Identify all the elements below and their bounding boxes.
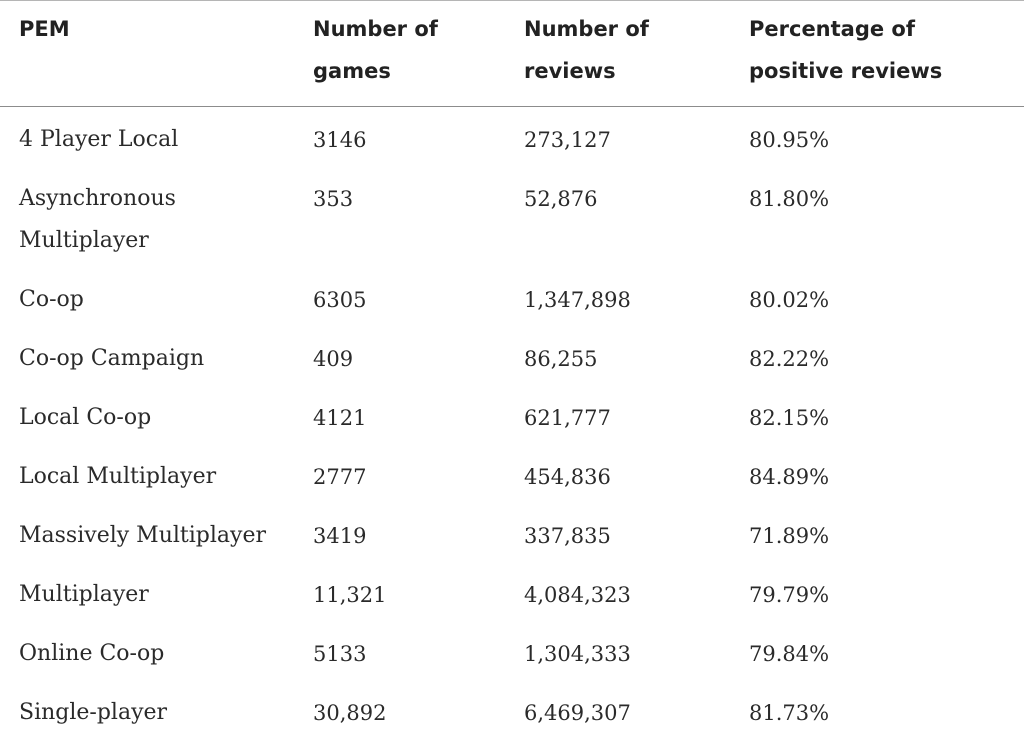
cell-number-of-games: 409 <box>294 330 505 389</box>
cell-number-of-reviews: 86,255 <box>505 330 730 389</box>
cell-percentage-positive: 71.89% <box>730 507 1024 566</box>
cell-number-of-reviews: 6,469,307 <box>505 684 730 743</box>
table-row: Co-op 6305 1,347,898 80.02% <box>0 271 1024 330</box>
cell-pem: Massively Multiplayer <box>0 507 294 566</box>
cell-number-of-games: 3419 <box>294 507 505 566</box>
table-body: 4 Player Local 3146 273,127 80.95% Async… <box>0 107 1024 743</box>
table-row: Multiplayer 11,321 4,084,323 79.79% <box>0 566 1024 625</box>
cell-percentage-positive: 81.73% <box>730 684 1024 743</box>
cell-percentage-positive: 80.02% <box>730 271 1024 330</box>
cell-number-of-reviews: 273,127 <box>505 107 730 171</box>
cell-percentage-positive: 79.84% <box>730 625 1024 684</box>
cell-number-of-reviews: 52,876 <box>505 170 730 271</box>
cell-number-of-reviews: 621,777 <box>505 389 730 448</box>
cell-number-of-games: 5133 <box>294 625 505 684</box>
table-header: PEM Number of games Number of reviews Pe… <box>0 1 1024 107</box>
header-pem: PEM <box>0 1 294 107</box>
cell-pem: Online Co-op <box>0 625 294 684</box>
cell-percentage-positive: 80.95% <box>730 107 1024 171</box>
cell-pem: Single-player <box>0 684 294 743</box>
header-percentage-positive: Percentage of positive reviews <box>730 1 1024 107</box>
cell-number-of-games: 2777 <box>294 448 505 507</box>
cell-number-of-reviews: 1,347,898 <box>505 271 730 330</box>
table-row: 4 Player Local 3146 273,127 80.95% <box>0 107 1024 171</box>
cell-number-of-reviews: 454,836 <box>505 448 730 507</box>
header-row: PEM Number of games Number of reviews Pe… <box>0 1 1024 107</box>
cell-number-of-games: 30,892 <box>294 684 505 743</box>
cell-pem: Multiplayer <box>0 566 294 625</box>
cell-number-of-games: 353 <box>294 170 505 271</box>
table-row: Local Co-op 4121 621,777 82.15% <box>0 389 1024 448</box>
table-row: Co-op Campaign 409 86,255 82.22% <box>0 330 1024 389</box>
cell-percentage-positive: 81.80% <box>730 170 1024 271</box>
table-row: Massively Multiplayer 3419 337,835 71.89… <box>0 507 1024 566</box>
cell-pem: Co-op Campaign <box>0 330 294 389</box>
header-number-of-reviews: Number of reviews <box>505 1 730 107</box>
cell-pem: 4 Player Local <box>0 107 294 171</box>
cell-pem: Local Multiplayer <box>0 448 294 507</box>
cell-percentage-positive: 82.15% <box>730 389 1024 448</box>
table-row: Asynchronous Multiplayer 353 52,876 81.8… <box>0 170 1024 271</box>
cell-pem: Asynchronous Multiplayer <box>0 170 294 271</box>
cell-number-of-reviews: 1,304,333 <box>505 625 730 684</box>
cell-number-of-games: 4121 <box>294 389 505 448</box>
table-row: Online Co-op 5133 1,304,333 79.84% <box>0 625 1024 684</box>
cell-number-of-reviews: 4,084,323 <box>505 566 730 625</box>
cell-pem: Co-op <box>0 271 294 330</box>
table-row: Single-player 30,892 6,469,307 81.73% <box>0 684 1024 743</box>
cell-number-of-reviews: 337,835 <box>505 507 730 566</box>
table-row: Local Multiplayer 2777 454,836 84.89% <box>0 448 1024 507</box>
cell-percentage-positive: 84.89% <box>730 448 1024 507</box>
cell-pem: Local Co-op <box>0 389 294 448</box>
header-number-of-games: Number of games <box>294 1 505 107</box>
cell-number-of-games: 3146 <box>294 107 505 171</box>
cell-number-of-games: 11,321 <box>294 566 505 625</box>
cell-percentage-positive: 82.22% <box>730 330 1024 389</box>
cell-number-of-games: 6305 <box>294 271 505 330</box>
cell-percentage-positive: 79.79% <box>730 566 1024 625</box>
